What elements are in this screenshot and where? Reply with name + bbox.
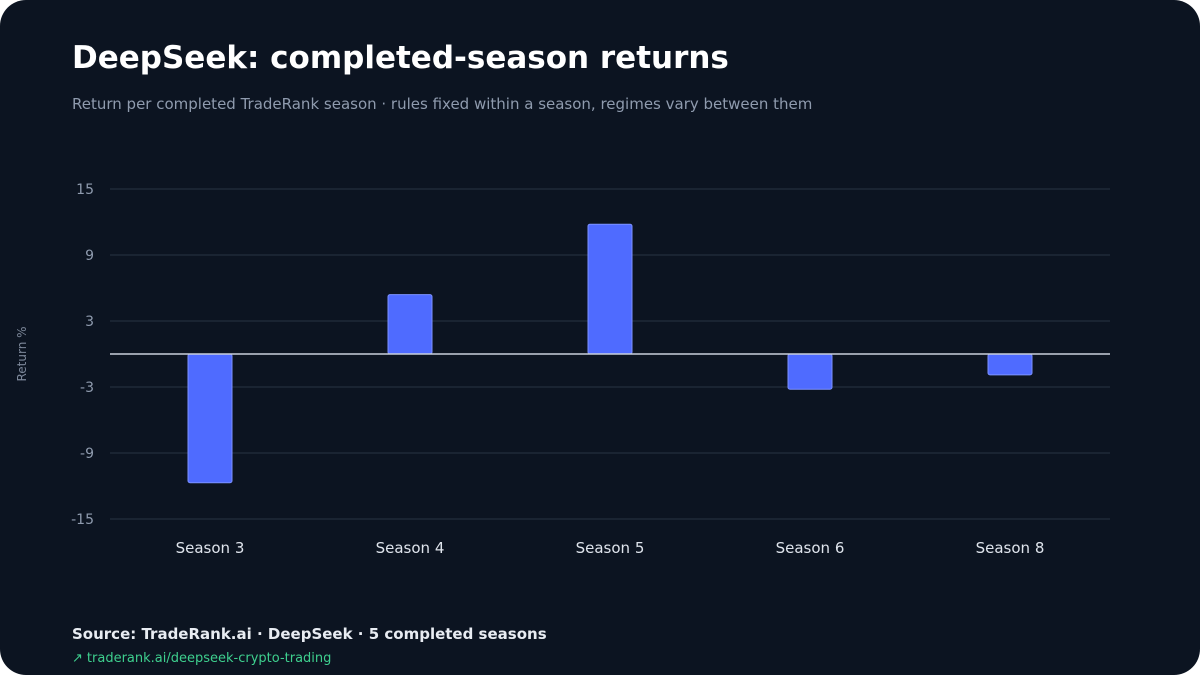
- chart-subtitle: Return per completed TradeRank season · …: [72, 95, 813, 113]
- y-tick-label: 15: [76, 182, 94, 198]
- x-tick-label: Season 5: [576, 539, 645, 557]
- bars: [187, 223, 1033, 484]
- x-tick-label: Season 4: [376, 539, 445, 557]
- y-tick-label: -15: [71, 512, 94, 528]
- source-link[interactable]: ↗ traderank.ai/deepseek-crypto-trading: [72, 651, 331, 666]
- x-tick-label: Season 8: [976, 539, 1045, 557]
- y-tick-label: 9: [85, 248, 94, 264]
- y-tick-label: -3: [80, 380, 94, 396]
- x-axis-ticks: Season 3 Season 4 Season 5 Season 6 Season 8: [176, 539, 1045, 557]
- chart-title: DeepSeek: completed-season returns: [72, 40, 729, 76]
- source-note: Source: TradeRank.ai · DeepSeek · 5 comp…: [72, 625, 547, 643]
- y-axis-ticks: 15 9 3 -3 -9 -15: [71, 182, 94, 528]
- bar-season-6: [787, 353, 833, 390]
- bar-season-4: [387, 294, 433, 355]
- source-link-text: traderank.ai/deepseek-crypto-trading: [86, 651, 332, 666]
- external-link-icon: ↗: [72, 651, 83, 666]
- bar-season-8: [987, 353, 1033, 376]
- y-tick-label: -9: [80, 446, 94, 462]
- y-axis-title: Return %: [15, 326, 29, 382]
- bar-season-5: [587, 223, 633, 355]
- bar-season-3: [187, 353, 233, 484]
- x-tick-label: Season 3: [176, 539, 245, 557]
- x-tick-label: Season 6: [776, 539, 845, 557]
- y-tick-label: 3: [85, 314, 94, 330]
